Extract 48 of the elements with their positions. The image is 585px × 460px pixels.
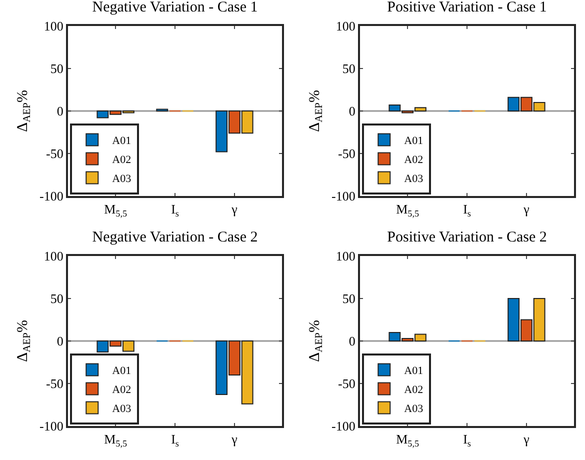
legend-label: A01 (404, 135, 424, 148)
x-tick-label: M$_{5,5}$ (104, 432, 128, 448)
y-tick-label: 0 (348, 334, 356, 349)
y-tick-label: 50 (342, 61, 356, 76)
y-tick-label: -100 (332, 188, 356, 204)
y-tick-label: -50 (338, 376, 356, 392)
x-tick-label: γ (230, 432, 238, 447)
y-tick-label: -50 (46, 146, 64, 162)
x-tick-label: M$_{5,5}$ (396, 432, 420, 448)
x-tick-label: γ (522, 202, 530, 217)
legend-label: A02 (112, 384, 132, 396)
y-tick-label: -100 (40, 418, 64, 434)
chart-title: Positive Variation - Case 2 (387, 230, 547, 246)
y-tick-label: 50 (342, 291, 356, 306)
y-tick-label: 100 (336, 248, 356, 264)
chart-title: Positive Variation - Case 1 (387, 0, 547, 16)
y-tick-label: 100 (44, 18, 64, 34)
legend-label: A03 (112, 403, 132, 416)
legend-label: A01 (404, 365, 424, 378)
y-tick-label: 100 (44, 248, 64, 264)
y-tick-label: -100 (40, 188, 64, 204)
x-tick-label: I$_{s}$ (171, 202, 180, 218)
chart-title: Negative Variation - Case 1 (92, 0, 258, 16)
y-tick-label: 0 (348, 104, 356, 119)
y-tick-label: -50 (338, 146, 356, 162)
legend-label: A03 (404, 173, 424, 186)
y-tick-label: -50 (46, 376, 64, 392)
y-tick-label: 0 (56, 104, 64, 119)
x-tick-label: I$_{s}$ (463, 202, 472, 218)
x-tick-label: M$_{5,5}$ (104, 202, 128, 218)
legend-label: A03 (112, 173, 132, 186)
legend-label: A02 (112, 154, 132, 166)
legend-label: A01 (112, 135, 132, 148)
chart-title: Negative Variation - Case 2 (92, 230, 258, 246)
legend-label: A02 (404, 154, 424, 166)
x-tick-label: M$_{5,5}$ (396, 202, 420, 218)
x-tick-label: γ (522, 432, 530, 447)
x-tick-label: I$_{s}$ (171, 432, 180, 448)
y-tick-label: 50 (50, 291, 64, 306)
y-tick-label: 100 (336, 18, 356, 34)
y-tick-label: 50 (50, 61, 64, 76)
x-tick-label: I$_{s}$ (463, 432, 472, 448)
legend-label: A03 (404, 403, 424, 416)
y-tick-label: -100 (332, 418, 356, 434)
legend-label: A02 (404, 384, 424, 396)
legend-label: A01 (112, 365, 132, 378)
x-tick-label: γ (230, 202, 238, 217)
y-tick-label: 0 (56, 334, 64, 349)
